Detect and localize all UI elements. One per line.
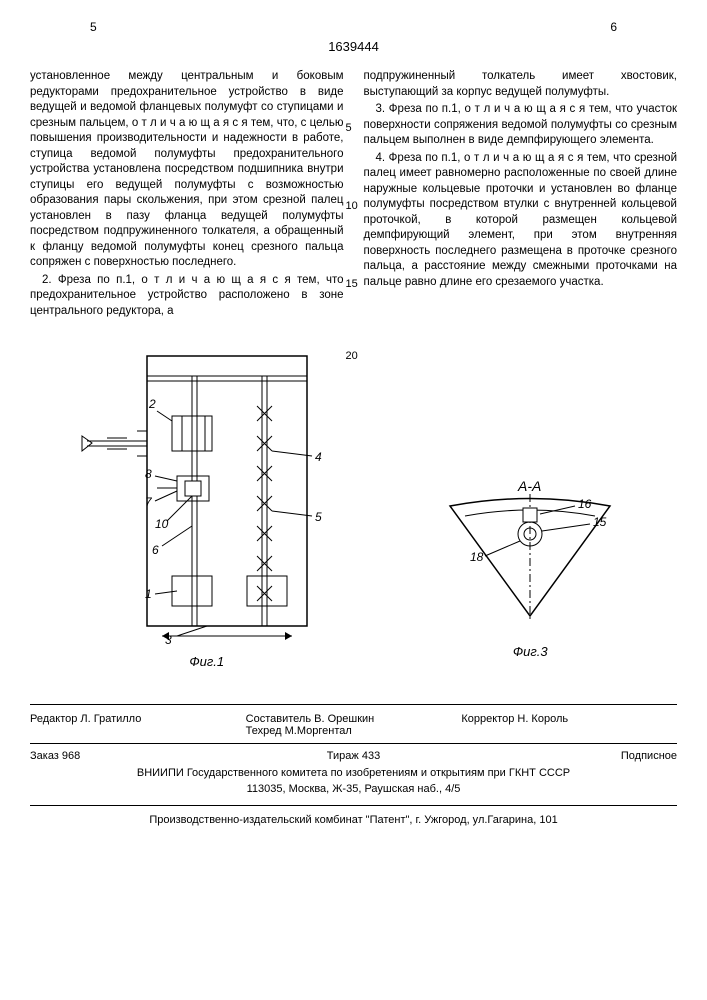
compiler-label: Составитель [246,713,311,725]
marker-20: 20 [346,349,358,364]
fig1-num-2: 2 [148,397,156,411]
fig3-num-15: 15 [593,515,607,529]
marker-5: 5 [346,121,352,136]
footer-org: ВНИИПИ Государственного комитета по изоб… [30,766,677,781]
tirage-num: 433 [362,750,380,762]
figure-1: 2 8 7 10 6 1 [77,346,337,669]
fig1-num-10: 10 [155,517,169,531]
techred-label: Техред [246,725,282,737]
col1-para1: установленное между центральным и боковы… [30,69,344,271]
fig1-num-8: 8 [145,467,152,481]
techred-name: М.Моргентал [285,725,352,737]
col2-para2: 3. Фреза по п.1, о т л и ч а ю щ а я с я… [364,102,678,149]
tirage-label: Тираж [327,750,359,762]
page-numbers: 5 6 [30,20,677,34]
page-num-right: 6 [610,20,677,34]
fig1-label: Фиг.1 [77,654,337,669]
marker-15: 15 [346,277,358,292]
col1-para2: 2. Фреза по п.1, о т л и ч а ю щ а я с я… [30,273,344,320]
footer-address: 113035, Москва, Ж-35, Раушская наб., 4/5 [30,782,677,797]
marker-10: 10 [346,199,358,214]
editor-label: Редактор [30,713,77,725]
fig1-svg: 2 8 7 10 6 1 [77,346,337,646]
text-columns: установленное между центральным и боковы… [30,69,677,321]
order-num: 968 [62,750,80,762]
fig3-label: Фиг.3 [430,644,630,659]
col2-para1: подпружиненный толкатель имеет хвостовик… [364,69,678,100]
figures-area: 2 8 7 10 6 1 [30,346,677,669]
doc-number: 1639444 [30,39,677,54]
col2-para3: 4. Фреза по п.1, о т л и ч а ю щ а я с я… [364,151,678,291]
editor-name: Л. Гратилло [80,713,141,725]
column-left: установленное между центральным и боковы… [30,69,344,321]
footer-order: Заказ 968 [30,750,246,762]
page-num-left: 5 [30,20,97,34]
footer-corrector: Корректор Н. Король [461,713,677,737]
compiler-name: В. Орешкин [314,713,374,725]
fig1-num-5: 5 [315,510,322,524]
footer-printer: Производственно-издательский комбинат "П… [30,805,677,826]
footer-block: Редактор Л. Гратилло Составитель В. Ореш… [30,704,677,826]
fig1-num-7: 7 [145,495,153,509]
corrector-name: Н. Король [517,713,568,725]
corrector-label: Корректор [461,713,514,725]
footer-subscription: Подписное [461,750,677,762]
fig1-num-6: 6 [152,543,159,557]
column-right: 5 10 15 20 подпружиненный толкатель имее… [364,69,678,321]
order-label: Заказ [30,750,59,762]
figure-3: А-А 16 15 18 Фиг.3 [430,476,630,659]
fig3-svg: А-А 16 15 18 [430,476,630,636]
fig3-num-16: 16 [578,497,592,511]
fig1-num-4: 4 [315,450,322,464]
fig1-num-3: 3 [165,633,172,646]
fig3-num-18: 18 [470,550,484,564]
footer-tirage: Тираж 433 [246,750,462,762]
footer-editor: Редактор Л. Гратилло [30,713,246,737]
fig3-section: А-А [517,478,541,494]
footer-compiler: Составитель В. Орешкин Техред М.Моргента… [246,713,462,737]
fig1-num-1: 1 [145,587,152,601]
